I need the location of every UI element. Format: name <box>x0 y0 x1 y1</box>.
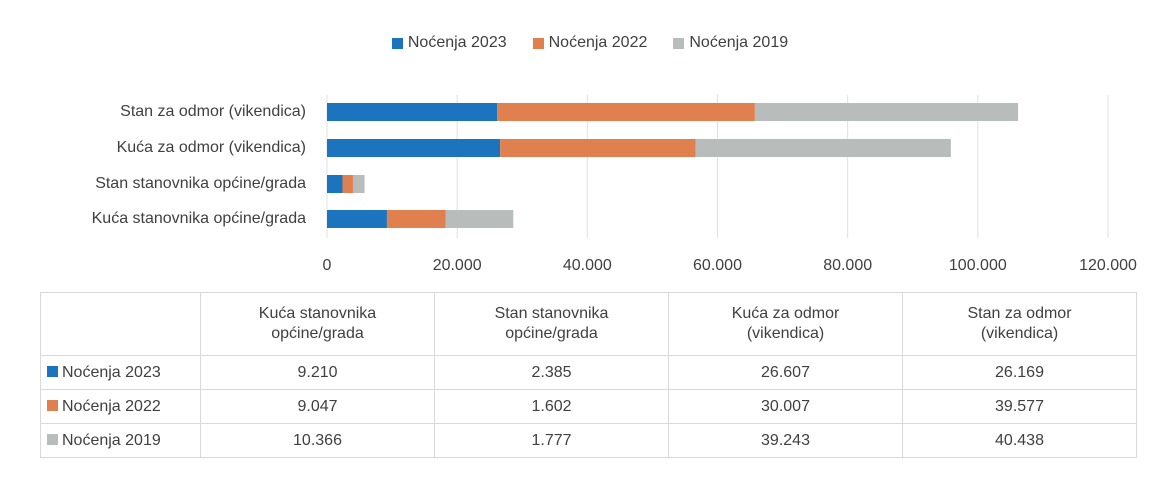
legend-item: Noćenja 2023 <box>391 34 507 52</box>
legend-key <box>532 37 544 49</box>
row-label-cell: Noćenja 2019 <box>40 423 201 458</box>
y-tick-label: Stan za odmor (vikendica) <box>120 103 306 120</box>
row-label: Noćenja 2022 <box>62 397 161 415</box>
table-cell: 1.777 <box>434 423 669 458</box>
x-tick-label: 40.000 <box>563 257 612 274</box>
row-label-cell: Noćenja 2022 <box>40 389 201 424</box>
bar <box>327 210 387 228</box>
data-table: Kuća stanovnika općine/grada Stan stanovn… <box>40 292 1137 458</box>
header-text: Kuća stanovnika općine/grada <box>258 305 377 342</box>
legend-label: Noćenja 2019 <box>689 34 789 51</box>
table-cell: 26.169 <box>902 355 1137 390</box>
y-tick-label: Kuća za odmor (vikendica) <box>117 139 306 156</box>
bar <box>327 103 498 121</box>
legend-key <box>47 399 58 411</box>
y-tick-label: Stan stanovnika općine/grada <box>95 175 306 192</box>
table-cell: 39.243 <box>668 423 903 458</box>
x-tick-label: 20.000 <box>433 257 482 274</box>
table-cell: 9.047 <box>200 389 435 424</box>
row-label: Noćenja 2023 <box>62 363 161 381</box>
bar <box>500 139 696 157</box>
table-header: Kuća stanovnika općine/grada Stan stanovn… <box>40 292 1137 356</box>
x-tick-label: 120.000 <box>1079 257 1137 274</box>
x-tick-label: 80.000 <box>823 257 872 274</box>
table-cell: 2.385 <box>434 355 669 390</box>
legend-key <box>47 433 58 445</box>
table-cell: 10.366 <box>200 423 435 458</box>
bar <box>695 139 951 157</box>
bar <box>327 139 501 157</box>
table-cell: 9.210 <box>200 355 435 390</box>
legend-item: Noćenja 2019 <box>673 34 788 52</box>
table-row: Noćenja 2019 10.366 1.777 39.243 40.438 <box>40 423 1137 458</box>
x-tick-label: 60.000 <box>693 257 742 274</box>
row-label-cell: Noćenja 2023 <box>40 355 201 390</box>
table-cell: 39.577 <box>902 389 1137 424</box>
bar <box>497 103 755 121</box>
legend-label: Noćenja 2022 <box>548 34 648 51</box>
table-cell: 26.607 <box>668 355 903 390</box>
x-tick-label: 0 <box>323 257 332 274</box>
header-text: Stan za odmor (vikendica) <box>967 305 1072 342</box>
table-header-cell: Stan stanovnika općine/grada <box>434 292 669 356</box>
x-tick-label: 100.000 <box>949 257 1007 274</box>
bar <box>342 175 353 193</box>
bar <box>754 103 1019 121</box>
legend-key <box>673 37 685 49</box>
legend-key <box>47 365 58 377</box>
row-label: Noćenja 2019 <box>62 431 161 449</box>
bar <box>386 210 446 228</box>
table-row: Noćenja 2022 9.047 1.602 30.007 39.577 <box>40 389 1137 424</box>
blank-cell <box>40 292 201 356</box>
legend-key <box>391 37 403 49</box>
bar <box>327 175 343 193</box>
table-cell: 40.438 <box>902 423 1137 458</box>
y-tick-label: Kuća stanovnika općine/grada <box>92 210 306 227</box>
table-row: Noćenja 2023 9.210 2.385 26.607 26.169 <box>40 355 1137 390</box>
bar <box>445 210 514 228</box>
table-cell: 1.602 <box>434 389 669 424</box>
bar <box>352 175 365 193</box>
table-header-cell: Kuća za odmor (vikendica) <box>668 292 903 356</box>
legend-item: Noćenja 2022 <box>532 34 648 52</box>
header-text: Stan stanovnika općine/grada <box>494 305 609 342</box>
legend-label: Noćenja 2023 <box>407 34 507 51</box>
table-header-cell: Kuća stanovnika općine/grada <box>200 292 435 356</box>
legend: Noćenja 2023 Noćenja 2022 Noćenja 2019 <box>0 34 1153 52</box>
header-text: Kuća za odmor (vikendica) <box>731 305 840 342</box>
table-header-cell: Stan za odmor (vikendica) <box>902 292 1137 356</box>
table-cell: 30.007 <box>668 389 903 424</box>
